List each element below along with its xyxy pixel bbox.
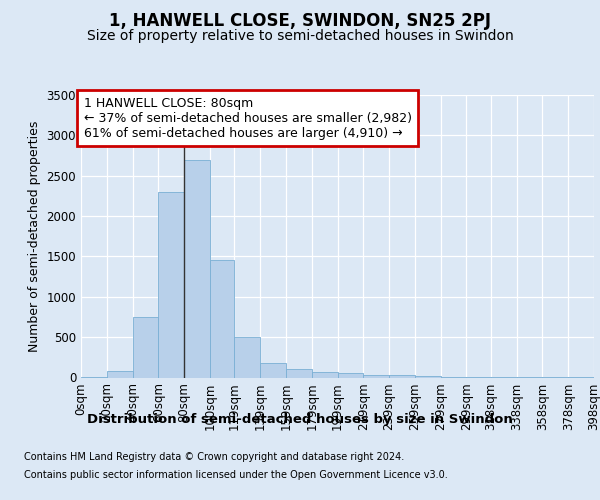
Y-axis label: Number of semi-detached properties: Number of semi-detached properties [28, 120, 41, 352]
Bar [415, 376, 440, 378]
Text: 1 HANWELL CLOSE: 80sqm
← 37% of semi-detached houses are smaller (2,982)
61% of : 1 HANWELL CLOSE: 80sqm ← 37% of semi-det… [83, 96, 412, 140]
Bar [133, 317, 158, 378]
Bar [440, 376, 466, 378]
Bar [286, 370, 312, 378]
Bar [337, 374, 363, 378]
Text: Contains HM Land Registry data © Crown copyright and database right 2024.: Contains HM Land Registry data © Crown c… [24, 452, 404, 462]
Text: 1, HANWELL CLOSE, SWINDON, SN25 2PJ: 1, HANWELL CLOSE, SWINDON, SN25 2PJ [109, 12, 491, 30]
Bar [260, 364, 286, 378]
Bar [466, 377, 491, 378]
Bar [210, 260, 235, 378]
Text: Size of property relative to semi-detached houses in Swindon: Size of property relative to semi-detach… [86, 29, 514, 43]
Bar [389, 376, 415, 378]
Bar [235, 337, 260, 378]
Bar [184, 160, 210, 378]
Bar [312, 372, 337, 378]
Bar [107, 372, 133, 378]
Text: Contains public sector information licensed under the Open Government Licence v3: Contains public sector information licen… [24, 470, 448, 480]
Text: Distribution of semi-detached houses by size in Swindon: Distribution of semi-detached houses by … [87, 412, 513, 426]
Bar [158, 192, 184, 378]
Bar [363, 374, 389, 378]
